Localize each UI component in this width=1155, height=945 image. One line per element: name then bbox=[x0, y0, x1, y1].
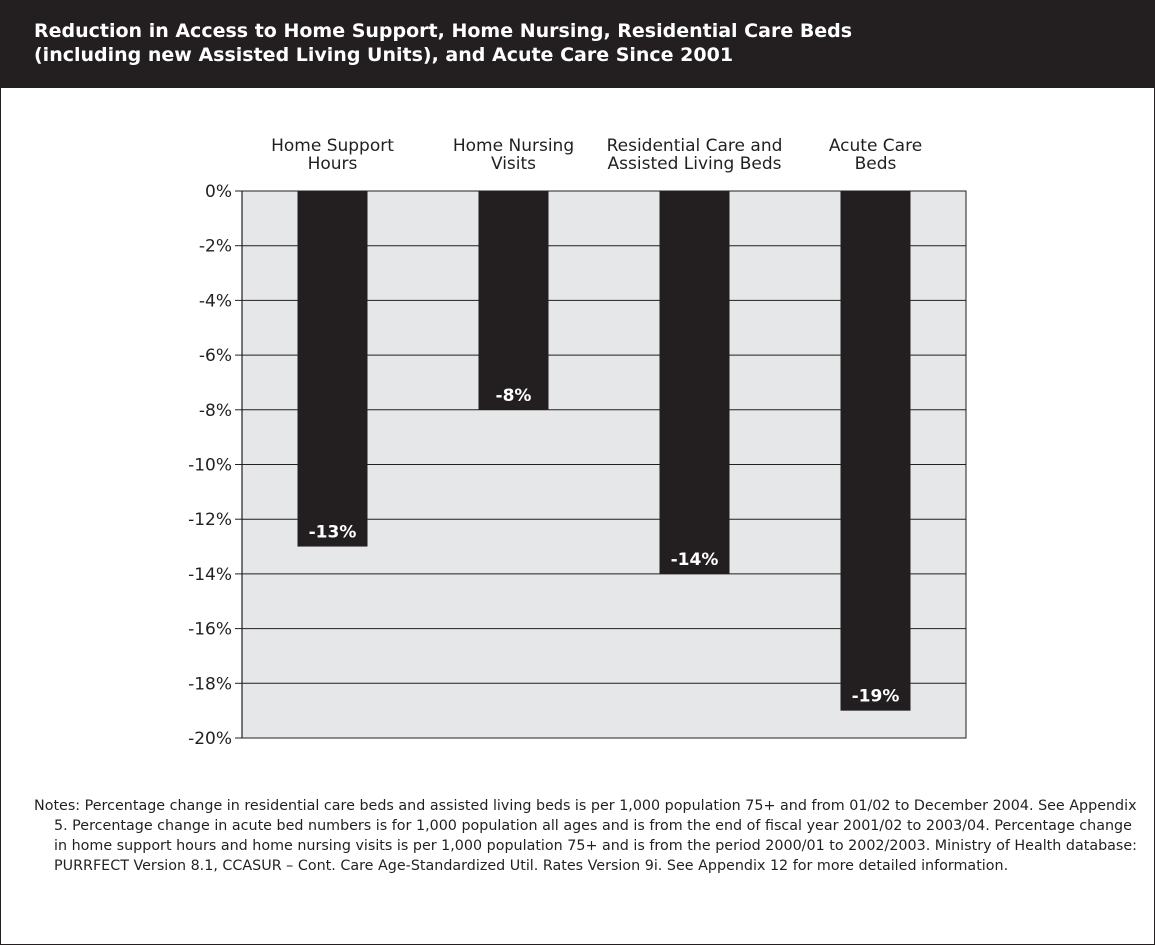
bar-value-label: -13% bbox=[309, 523, 357, 543]
category-label: Visits bbox=[491, 154, 536, 174]
y-tick-label: 0% bbox=[205, 182, 232, 202]
y-tick-label: -16% bbox=[188, 620, 232, 640]
bar bbox=[478, 191, 549, 410]
y-tick-label: -4% bbox=[199, 291, 232, 311]
y-tick-label: -10% bbox=[188, 456, 232, 476]
chart-title-line-1: Reduction in Access to Home Support, Hom… bbox=[34, 20, 853, 42]
category-label: Home Support bbox=[271, 136, 394, 156]
category-label: Home Nursing bbox=[453, 136, 574, 156]
category-label: Acute Care bbox=[829, 136, 922, 156]
bar-chart: 0% -2% -4% -6% -8% -10% -12% -14% -16% -18% -20% -1… bbox=[188, 136, 967, 749]
y-tick-label: -18% bbox=[188, 674, 232, 694]
y-tick-label: -12% bbox=[188, 510, 232, 530]
chart-title-line-2: (including new Assisted Living Units), a… bbox=[34, 44, 734, 66]
category-label: Assisted Living Beds bbox=[608, 154, 782, 174]
y-tick-label: -8% bbox=[199, 401, 232, 421]
bar bbox=[659, 191, 730, 574]
y-tick-label: -14% bbox=[188, 565, 232, 585]
category-label: Hours bbox=[308, 154, 358, 174]
category-label: Beds bbox=[855, 154, 897, 174]
bar-value-label: -8% bbox=[496, 386, 532, 406]
chart-notes: Notes: Percentage change in residential … bbox=[34, 798, 1137, 874]
y-tick-label: -20% bbox=[188, 729, 232, 749]
bar bbox=[297, 191, 368, 547]
chart-title-banner: Reduction in Access to Home Support, Hom… bbox=[0, 0, 1155, 88]
y-tick-label: -2% bbox=[199, 237, 232, 257]
category-label: Residential Care and bbox=[607, 136, 783, 156]
bar-value-label: -14% bbox=[671, 550, 719, 570]
y-tick-label: -6% bbox=[199, 346, 232, 366]
bar-value-label: -19% bbox=[852, 687, 900, 707]
bar bbox=[840, 191, 911, 711]
